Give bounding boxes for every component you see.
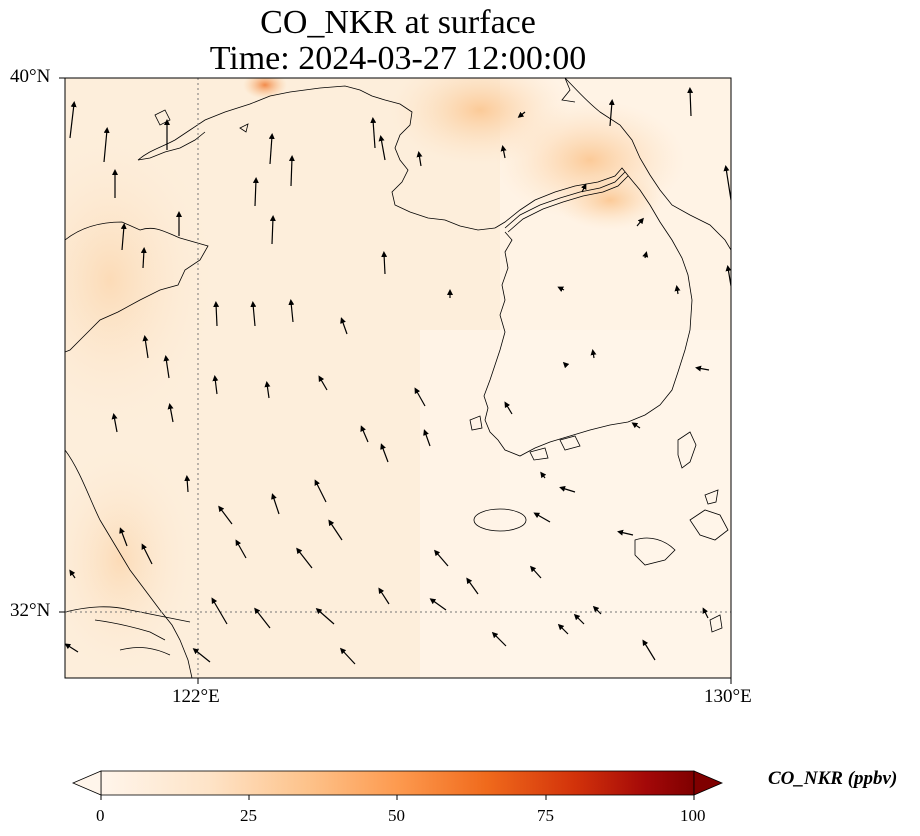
- wind-arrow: [314, 479, 327, 503]
- wind-arrow: [423, 429, 431, 447]
- wind-arrow: [142, 335, 149, 359]
- map-frame: [64, 77, 732, 679]
- wind-arrow: [702, 607, 709, 619]
- wind-arrow: [340, 317, 348, 335]
- colorbar-body: [100, 770, 695, 796]
- wind-arrow: [288, 155, 295, 187]
- wind-arrow: [380, 443, 389, 463]
- wind-arrow: [271, 493, 280, 515]
- wind-arrow: [269, 215, 276, 245]
- wind-arrow: [590, 349, 597, 359]
- wind-arrow: [315, 608, 335, 625]
- wind-arrow: [318, 375, 328, 391]
- wind-arrow: [218, 505, 233, 525]
- wind-arrow: [434, 549, 449, 567]
- wind-arrow: [120, 223, 127, 251]
- lat-label-32N: 32°N: [10, 600, 51, 621]
- wind-arrow: [617, 529, 634, 536]
- wind-arrow: [557, 623, 569, 635]
- wind-arrow: [69, 569, 76, 579]
- colorbar-tick-label: 50: [388, 806, 405, 825]
- wind-arrow: [370, 117, 377, 149]
- colorbar: [71, 770, 724, 800]
- colorbar-extend-max: [693, 770, 724, 796]
- wind-arrow: [235, 539, 247, 559]
- wind-arrow: [339, 647, 356, 665]
- wind-arrow: [642, 251, 649, 259]
- wind-arrow: [559, 486, 576, 493]
- map-title-line2: Time: 2024-03-27 12:00:00: [209, 40, 587, 77]
- wind-arrow: [378, 587, 390, 605]
- wind-arrow: [491, 631, 507, 647]
- wind-arrow: [562, 361, 570, 369]
- wind-arrow: [213, 301, 220, 327]
- wind-arrow: [687, 87, 694, 117]
- lon-label-122E: 122°E: [172, 686, 220, 707]
- wind-arrow: [163, 355, 170, 379]
- wind-arrow: [723, 165, 731, 201]
- wind-arrow: [268, 133, 275, 165]
- wind-vectors: [65, 87, 731, 665]
- lat-label-40N: 40°N: [10, 66, 51, 87]
- wind-arrow: [111, 413, 118, 433]
- wind-arrow: [592, 605, 602, 615]
- wind-arrow: [429, 598, 447, 611]
- wind-arrow: [288, 299, 295, 323]
- wind-arrow: [414, 387, 426, 407]
- wind-arrow: [636, 217, 644, 227]
- wind-arrow: [378, 135, 386, 161]
- wind-arrow: [65, 643, 79, 653]
- wind-arrow: [416, 151, 423, 167]
- wind-arrow: [167, 403, 174, 423]
- colorbar-tick-label: 0: [96, 806, 105, 825]
- wind-arrow: [695, 365, 710, 372]
- wind-arrow: [504, 401, 513, 415]
- colorbar-tick-label: 25: [240, 806, 257, 825]
- wind-arrow: [264, 381, 271, 399]
- wind-arrow: [540, 471, 547, 479]
- lon-label-130E: 130°E: [704, 686, 752, 707]
- colorbar-tick-label: 100: [680, 806, 706, 825]
- wind-arrow: [381, 251, 388, 275]
- wind-arrow: [250, 301, 257, 327]
- wind-arrow: [119, 527, 128, 547]
- wind-arrow: [184, 475, 191, 493]
- gridlines: [65, 78, 731, 678]
- wind-arrow: [573, 613, 585, 625]
- coastlines: [65, 78, 731, 678]
- wind-arrow: [500, 145, 507, 159]
- wind-arrow: [674, 285, 681, 295]
- wind-arrow: [296, 547, 313, 569]
- colorbar-tick-label: 75: [537, 806, 554, 825]
- wind-arrow: [140, 247, 147, 269]
- wind-arrow: [360, 425, 369, 443]
- wind-arrow: [557, 286, 565, 293]
- colorbar-title: CO_NKR (ppbv): [768, 768, 898, 789]
- wind-arrow: [212, 375, 219, 395]
- wind-arrow: [466, 577, 479, 595]
- wind-arrow: [211, 597, 228, 625]
- wind-arrow: [192, 648, 211, 663]
- wind-arrow: [533, 512, 551, 523]
- wind-arrow: [642, 639, 656, 661]
- wind-arrow: [580, 183, 587, 193]
- wind-arrow: [69, 101, 77, 139]
- wind-arrow: [608, 99, 615, 127]
- colorbar-extend-min: [71, 770, 102, 796]
- axis-ticks: [59, 77, 732, 684]
- hotspot: [243, 78, 287, 99]
- wind-arrow: [252, 177, 259, 207]
- wind-arrow: [254, 607, 271, 629]
- wind-arrow: [141, 543, 153, 565]
- wind-arrow: [103, 127, 110, 163]
- warm-area-west: [65, 120, 220, 440]
- map-title-line1: CO_NKR at surface: [260, 4, 536, 41]
- wind-arrow: [631, 422, 641, 429]
- concentration-field: [65, 78, 731, 678]
- wind-arrow: [517, 111, 526, 118]
- wind-arrow: [328, 519, 343, 541]
- wind-arrow: [529, 565, 542, 579]
